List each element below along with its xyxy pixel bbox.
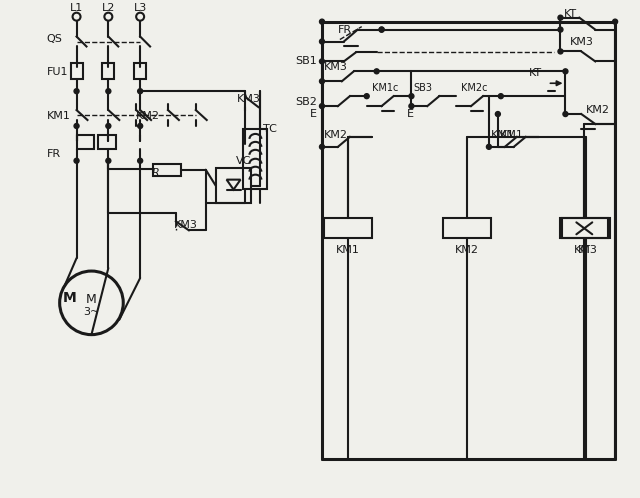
Bar — [324, 219, 372, 238]
Circle shape — [138, 89, 143, 94]
Circle shape — [319, 59, 324, 64]
Text: KM1: KM1 — [47, 111, 70, 121]
Text: KM2: KM2 — [586, 105, 610, 115]
Text: KT: KT — [564, 8, 577, 19]
Circle shape — [558, 15, 563, 20]
Circle shape — [379, 27, 384, 32]
Circle shape — [563, 112, 568, 117]
Text: KM3: KM3 — [237, 94, 260, 104]
Text: KM3: KM3 — [174, 220, 198, 231]
Circle shape — [74, 89, 79, 94]
Text: R: R — [152, 168, 160, 178]
Text: M: M — [86, 293, 97, 306]
Text: KM2c: KM2c — [461, 83, 488, 93]
Text: KM2: KM2 — [136, 111, 160, 121]
Text: FU1: FU1 — [47, 67, 68, 77]
Text: KM1: KM1 — [491, 130, 515, 140]
Circle shape — [379, 27, 384, 32]
Circle shape — [612, 19, 618, 24]
Text: KM3: KM3 — [574, 245, 598, 255]
Bar — [216, 168, 252, 204]
Text: SB1: SB1 — [295, 56, 317, 66]
Circle shape — [138, 158, 143, 163]
Text: SB2: SB2 — [295, 97, 317, 107]
Text: L2: L2 — [102, 2, 115, 13]
Bar — [444, 219, 491, 238]
Circle shape — [106, 124, 111, 128]
Text: M: M — [63, 291, 76, 305]
Bar — [563, 219, 610, 238]
Circle shape — [74, 124, 79, 128]
Circle shape — [319, 144, 324, 149]
Bar — [153, 164, 181, 176]
Text: SB3: SB3 — [414, 83, 433, 93]
Text: E: E — [406, 109, 413, 119]
Text: KM1: KM1 — [336, 245, 360, 255]
Text: FR: FR — [338, 24, 352, 34]
Bar — [134, 63, 146, 79]
Text: TC: TC — [264, 124, 277, 134]
Bar — [70, 63, 83, 79]
Text: KM2: KM2 — [324, 130, 348, 140]
Circle shape — [106, 89, 111, 94]
Circle shape — [563, 69, 568, 74]
Bar — [77, 135, 95, 149]
Circle shape — [106, 158, 111, 163]
Circle shape — [319, 79, 324, 84]
Circle shape — [499, 94, 503, 99]
Circle shape — [374, 69, 379, 74]
Text: KM1c: KM1c — [372, 83, 398, 93]
Bar — [561, 219, 608, 238]
Bar — [243, 129, 268, 189]
Circle shape — [364, 94, 369, 99]
Text: QS: QS — [47, 33, 63, 43]
Text: VC: VC — [236, 156, 251, 166]
Circle shape — [409, 104, 414, 109]
Text: L3: L3 — [134, 2, 147, 13]
Bar — [102, 63, 115, 79]
Text: KM1: KM1 — [500, 130, 524, 140]
Text: KT: KT — [529, 68, 542, 78]
Circle shape — [558, 49, 563, 54]
Circle shape — [138, 124, 143, 128]
Circle shape — [319, 104, 324, 109]
Bar — [99, 135, 116, 149]
Circle shape — [495, 112, 500, 117]
Text: KM2: KM2 — [455, 245, 479, 255]
Circle shape — [486, 144, 492, 149]
Circle shape — [319, 39, 324, 44]
Circle shape — [558, 27, 563, 32]
Text: E: E — [310, 109, 317, 119]
Text: KM3: KM3 — [324, 62, 348, 72]
Text: KM3: KM3 — [570, 36, 593, 46]
Circle shape — [409, 94, 414, 99]
Circle shape — [319, 19, 324, 24]
Text: 3~: 3~ — [83, 307, 100, 317]
Text: FR: FR — [47, 149, 61, 159]
Text: KT: KT — [578, 245, 591, 255]
Text: L1: L1 — [70, 2, 83, 13]
Circle shape — [74, 158, 79, 163]
